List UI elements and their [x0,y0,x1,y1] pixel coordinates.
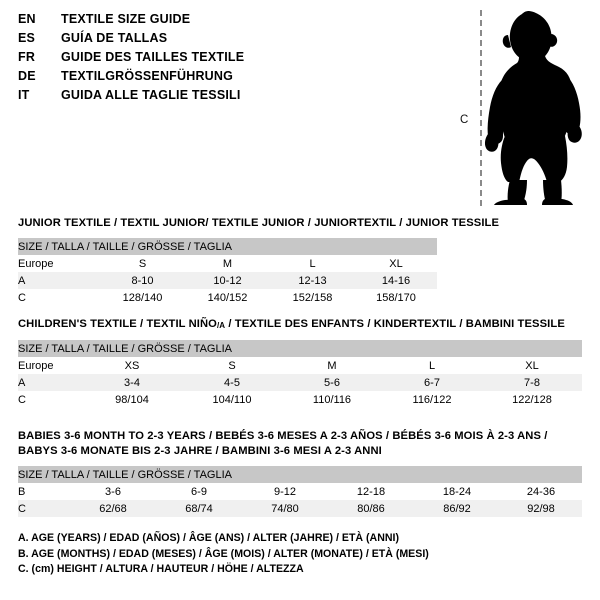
row-label: C [18,393,26,406]
children-column-header: XL [525,359,539,372]
row-label: A [18,272,100,289]
children-column-header: L [428,359,436,372]
language-code: DE [18,69,36,83]
junior-column-header: S [138,257,147,270]
table-band-row: SIZE / TALLA / TAILLE / GRÖSSE / TAGLIA [18,340,582,357]
cell-value: 8-10 [100,272,185,289]
cell-value: 4-5 [182,374,282,391]
cell-value: 14-16 [355,272,437,289]
row-label: B [18,485,26,498]
children-column-header: M [327,359,337,372]
cell-value: 10-12 [185,272,270,289]
language-code: IT [18,88,30,102]
legend-line-a: A. AGE (YEARS) / EDAD (AÑOS) / ÂGE (ANS)… [18,532,399,544]
children-size-table: SIZE / TALLA / TAILLE / GRÖSSE / TAGLIA … [18,340,582,408]
cell-value: 12-18 [356,485,386,498]
junior-column-header: L [309,257,316,270]
cell-value: 110/116 [312,393,352,406]
cell-value: 3-4 [82,374,182,391]
legend-line-c: C. (cm) HEIGHT / ALTURA / HAUTEUR / HÖHE… [18,563,304,575]
table-header-row: Europe XS S M L XL [18,357,582,374]
cell-value: 128/140 [122,291,163,304]
section-junior-textile: JUNIOR TEXTILE / TEXTIL JUNIOR/ TEXTILE … [18,216,499,306]
height-dashed-line [480,10,482,206]
language-code: EN [18,12,36,26]
row-label: C [18,500,70,517]
cell-value: 140/152 [207,291,248,304]
cell-value: 7-8 [482,374,582,391]
junior-size-table: SIZE / TALLA / TAILLE / GRÖSSE / TAGLIA … [18,238,437,306]
section-title-babies-line2: BABYS 3-6 MONATE BIS 2-3 JAHRE / BAMBINI… [18,445,382,457]
cell-value: 68/74 [156,500,242,517]
language-row-fr: FR GUIDE DES TAILLES TEXTILE [18,50,418,69]
cell-value: 116/122 [412,393,452,406]
language-title: TEXTILE SIZE GUIDE [61,12,191,26]
table-band-row: SIZE / TALLA / TAILLE / GRÖSSE / TAGLIA [18,466,582,483]
table-header-row: Europe S M L XL [18,255,437,272]
section-title-junior: JUNIOR TEXTILE / TEXTIL JUNIOR/ TEXTILE … [18,217,500,229]
toddler-silhouette-icon [484,11,582,205]
height-measurement-figure: C [455,8,595,208]
table-row: A 8-10 10-12 12-13 14-16 [18,272,437,289]
section-babies-textile: BABIES 3-6 MONTH TO 2-3 YEARS / BEBÉS 3-… [18,429,582,517]
babies-size-table: SIZE / TALLA / TAILLE / GRÖSSE / TAGLIA … [18,466,582,517]
measurement-legend: A. AGE (YEARS) / EDAD (AÑOS) / ÂGE (ANS)… [18,531,429,578]
junior-header-label: Europe [18,257,54,270]
cell-value: 24-36 [526,485,556,498]
cell-value: 9-12 [273,485,297,498]
height-marker-label: C [460,114,469,126]
cell-value: 6-7 [382,374,482,391]
language-code: ES [18,31,36,45]
table-row: C 128/140 140/152 152/158 158/170 [18,289,437,306]
language-title: GUÍA DE TALLAS [61,31,168,45]
cell-value: 5-6 [282,374,382,391]
cell-value: 62/68 [70,500,156,517]
language-title: GUIDA ALLE TAGLIE TESSILI [61,88,241,102]
language-row-es: ES GUÍA DE TALLAS [18,31,418,50]
cell-value: 12-13 [270,272,355,289]
children-band-label: SIZE / TALLA / TAILLE / GRÖSSE / TAGLIA [18,340,582,357]
legend-line-b: B. AGE (MONTHS) / EDAD (MESES) / ÂGE (MO… [18,547,429,560]
junior-column-header: M [222,257,233,270]
table-row: A 3-4 4-5 5-6 6-7 7-8 [18,374,582,391]
cell-value: 6-9 [191,485,207,498]
children-header-label: Europe [18,359,54,372]
children-title-subscript: /A [216,321,226,330]
language-row-de: DE TEXTILGRÖSSENFÜHRUNG [18,69,418,88]
language-code: FR [18,50,36,64]
children-column-header: XS [124,359,140,372]
row-label: A [18,374,82,391]
language-row-it: IT GUIDA ALLE TAGLIE TESSILI [18,88,418,107]
junior-column-header: XL [389,257,403,270]
cell-value: 158/170 [376,291,416,304]
children-column-header: S [228,359,236,372]
cell-value: 92/98 [500,500,582,517]
language-row-en: EN TEXTILE SIZE GUIDE [18,12,418,31]
section-title-children: CHILDREN'S TEXTILE / TEXTIL NIÑO/A / TEX… [18,317,582,333]
language-title: GUIDE DES TAILLES TEXTILE [61,50,245,64]
cell-value: 86/92 [414,500,500,517]
junior-band-label: SIZE / TALLA / TAILLE / GRÖSSE / TAGLIA [18,238,437,255]
children-title-post: / TEXTILE DES ENFANTS / KINDERTEXTIL / B… [225,318,565,330]
cell-value: 98/104 [115,393,149,406]
children-title-pre: CHILDREN'S TEXTILE / TEXTIL NIÑO [18,318,217,330]
language-title-list: EN TEXTILE SIZE GUIDE ES GUÍA DE TALLAS … [18,12,418,107]
row-label: C [18,291,26,304]
table-row: C 62/68 68/74 74/80 80/86 86/92 92/98 [18,500,582,517]
babies-band-label: SIZE / TALLA / TAILLE / GRÖSSE / TAGLIA [18,466,582,483]
cell-value: 74/80 [242,500,328,517]
cell-value: 18-24 [442,485,472,498]
section-title-babies-line1: BABIES 3-6 MONTH TO 2-3 YEARS / BEBÉS 3-… [18,430,548,442]
cell-value: 3-6 [105,485,121,498]
section-children-textile: CHILDREN'S TEXTILE / TEXTIL NIÑO/A / TEX… [18,317,582,408]
cell-value: 122/128 [512,393,552,406]
table-row: C 98/104 104/110 110/116 116/122 122/128 [18,391,582,408]
table-row: B 3-6 6-9 9-12 12-18 18-24 24-36 [18,483,582,500]
cell-value: 152/158 [292,291,333,304]
cell-value: 80/86 [328,500,414,517]
table-band-row: SIZE / TALLA / TAILLE / GRÖSSE / TAGLIA [18,238,437,255]
language-title: TEXTILGRÖSSENFÜHRUNG [61,69,234,83]
cell-value: 104/110 [212,393,252,406]
